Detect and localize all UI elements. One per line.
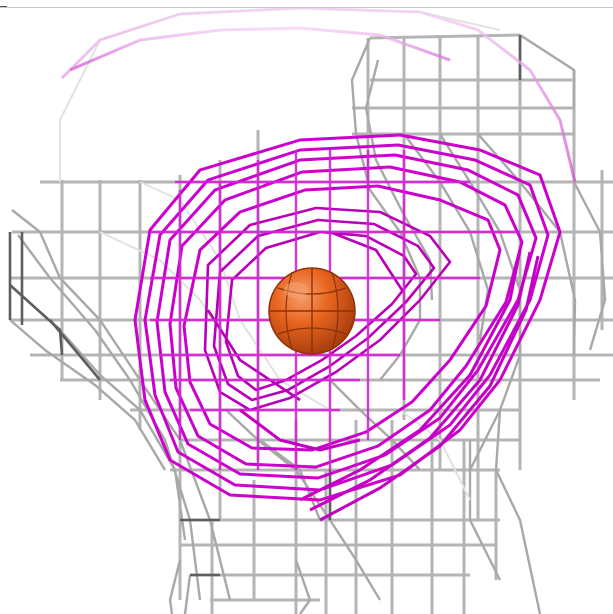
mesh-dark-edges	[8, 35, 522, 577]
orange-sphere[interactable]	[268, 267, 356, 355]
mesh-faint-edges	[59, 7, 501, 501]
viewport-top-border	[0, 0, 613, 8]
eye-lid-lines	[239, 249, 540, 522]
magenta-eye-rings[interactable]	[60, 6, 577, 522]
corner-tick	[0, 6, 7, 7]
eye-dome-faint-lines	[60, 6, 577, 183]
